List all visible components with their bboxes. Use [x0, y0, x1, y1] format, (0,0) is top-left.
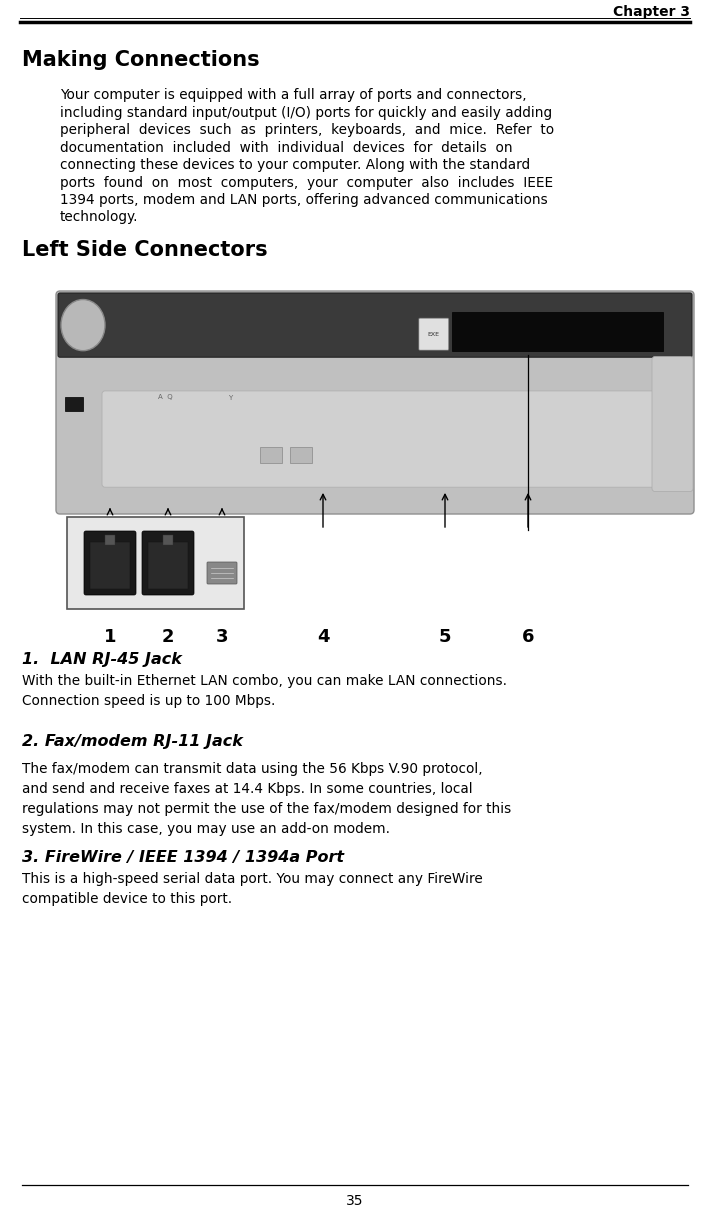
Text: With the built-in Ethernet LAN combo, you can make LAN connections.
Connection s: With the built-in Ethernet LAN combo, yo… — [22, 674, 507, 708]
Text: Your computer is equipped with a full array of ports and connectors,: Your computer is equipped with a full ar… — [60, 87, 527, 102]
Text: peripheral  devices  such  as  printers,  keyboards,  and  mice.  Refer  to: peripheral devices such as printers, key… — [60, 123, 554, 137]
Bar — [163, 535, 173, 545]
Ellipse shape — [61, 300, 105, 351]
Text: Left Side Connectors: Left Side Connectors — [22, 240, 268, 260]
Text: 1: 1 — [104, 628, 116, 646]
Text: This is a high-speed serial data port. You may connect any FireWire
compatible d: This is a high-speed serial data port. Y… — [22, 872, 483, 906]
Text: technology.: technology. — [60, 210, 138, 225]
Bar — [290, 447, 312, 463]
Text: A  Q: A Q — [158, 395, 173, 401]
Text: 2. Fax/modem RJ-11 Jack: 2. Fax/modem RJ-11 Jack — [22, 734, 243, 749]
Text: including standard input/output (I/O) ports for quickly and easily adding: including standard input/output (I/O) po… — [60, 106, 552, 119]
FancyBboxPatch shape — [148, 541, 188, 589]
Bar — [452, 312, 663, 351]
FancyBboxPatch shape — [84, 531, 136, 595]
FancyBboxPatch shape — [652, 357, 693, 492]
Text: connecting these devices to your computer. Along with the standard: connecting these devices to your compute… — [60, 158, 530, 172]
Text: The fax/modem can transmit data using the 56 Kbps V.90 protocol,
and send and re: The fax/modem can transmit data using th… — [22, 762, 511, 836]
Text: Chapter 3: Chapter 3 — [613, 5, 690, 19]
Text: 1394 ports, modem and LAN ports, offering advanced communications: 1394 ports, modem and LAN ports, offerin… — [60, 193, 547, 208]
Text: ports  found  on  most  computers,  your  computer  also  includes  IEEE: ports found on most computers, your comp… — [60, 176, 553, 189]
Text: 3: 3 — [216, 628, 228, 646]
Text: 1.  LAN RJ-45 Jack: 1. LAN RJ-45 Jack — [22, 652, 182, 666]
Text: 5: 5 — [439, 628, 452, 646]
Text: EXE: EXE — [428, 331, 439, 336]
FancyBboxPatch shape — [58, 293, 692, 357]
Text: 35: 35 — [346, 1195, 364, 1208]
FancyBboxPatch shape — [67, 517, 244, 609]
FancyBboxPatch shape — [102, 391, 678, 487]
FancyBboxPatch shape — [142, 531, 194, 595]
Text: 2: 2 — [162, 628, 174, 646]
FancyBboxPatch shape — [207, 562, 237, 584]
FancyBboxPatch shape — [56, 291, 694, 514]
FancyBboxPatch shape — [419, 318, 449, 350]
Text: 3. FireWire / IEEE 1394 / 1394a Port: 3. FireWire / IEEE 1394 / 1394a Port — [22, 850, 344, 866]
Text: documentation  included  with  individual  devices  for  details  on: documentation included with individual d… — [60, 141, 513, 154]
Text: 4: 4 — [317, 628, 329, 646]
Bar — [65, 397, 83, 410]
Bar — [260, 447, 282, 463]
Text: 6: 6 — [522, 628, 534, 646]
Bar — [105, 535, 115, 545]
FancyBboxPatch shape — [90, 541, 130, 589]
Text: Y: Y — [228, 395, 232, 401]
Text: Making Connections: Making Connections — [22, 50, 260, 70]
